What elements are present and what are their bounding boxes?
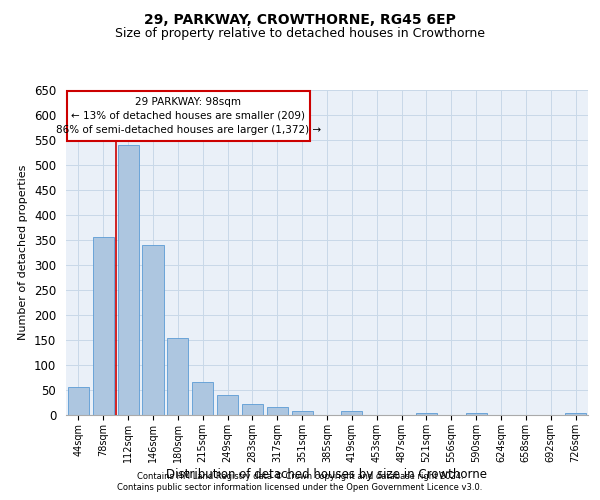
- Bar: [466, 413, 487, 415]
- Bar: [192, 382, 213, 415]
- Bar: [142, 245, 164, 415]
- Bar: [93, 238, 114, 415]
- Bar: [68, 386, 89, 415]
- Bar: [217, 395, 238, 415]
- Bar: [118, 145, 139, 415]
- Text: 29, PARKWAY, CROWTHORNE, RG45 6EP: 29, PARKWAY, CROWTHORNE, RG45 6EP: [144, 12, 456, 26]
- Bar: [416, 413, 437, 415]
- Text: Contains public sector information licensed under the Open Government Licence v3: Contains public sector information licen…: [118, 484, 482, 492]
- Bar: [267, 406, 288, 415]
- Bar: [242, 404, 263, 415]
- Bar: [292, 410, 313, 415]
- Bar: [341, 410, 362, 415]
- Bar: [565, 413, 586, 415]
- Text: 29 PARKWAY: 98sqm: 29 PARKWAY: 98sqm: [136, 97, 241, 107]
- Bar: [167, 338, 188, 415]
- FancyBboxPatch shape: [67, 91, 310, 141]
- Text: Size of property relative to detached houses in Crowthorne: Size of property relative to detached ho…: [115, 28, 485, 40]
- Text: 86% of semi-detached houses are larger (1,372) →: 86% of semi-detached houses are larger (…: [56, 125, 321, 135]
- Y-axis label: Number of detached properties: Number of detached properties: [19, 165, 28, 340]
- Text: Contains HM Land Registry data © Crown copyright and database right 2024.: Contains HM Land Registry data © Crown c…: [137, 472, 463, 481]
- Text: ← 13% of detached houses are smaller (209): ← 13% of detached houses are smaller (20…: [71, 111, 305, 121]
- X-axis label: Distribution of detached houses by size in Crowthorne: Distribution of detached houses by size …: [167, 468, 487, 480]
